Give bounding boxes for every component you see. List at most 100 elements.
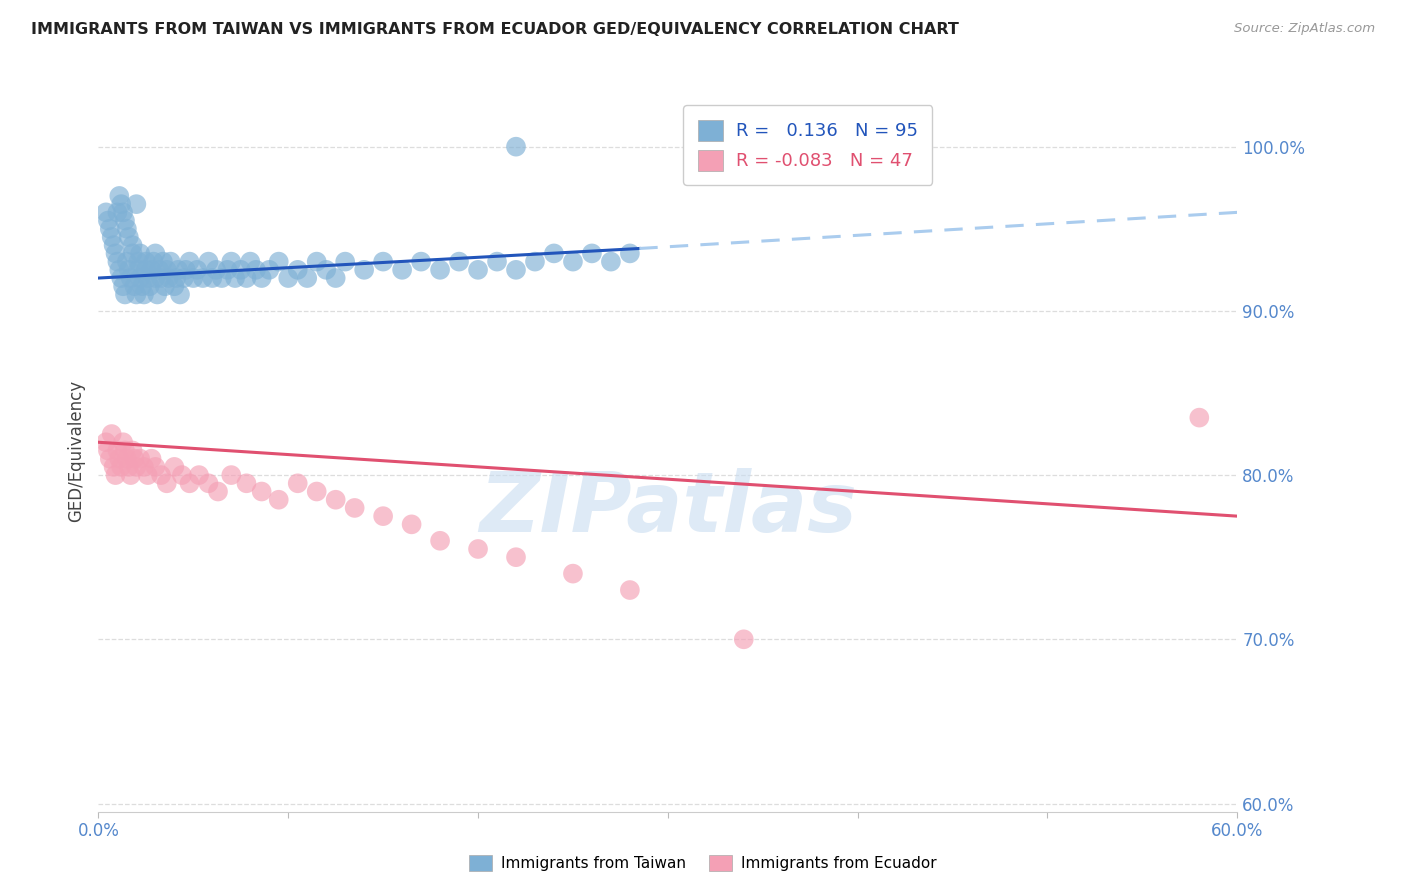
- Point: [343, 500, 366, 515]
- Point: [287, 262, 309, 277]
- Point: [224, 271, 246, 285]
- Point: [524, 254, 547, 268]
- Point: [277, 271, 299, 285]
- Point: [619, 582, 641, 597]
- Point: [211, 271, 233, 285]
- Point: [259, 262, 281, 277]
- Point: [543, 246, 565, 260]
- Point: [141, 451, 163, 466]
- Point: [163, 279, 186, 293]
- Point: [120, 468, 142, 483]
- Point: [129, 271, 152, 285]
- Point: [267, 492, 290, 507]
- Point: [170, 468, 193, 483]
- Point: [129, 246, 152, 260]
- Point: [100, 427, 122, 442]
- Point: [124, 279, 146, 293]
- Point: [104, 246, 127, 260]
- Point: [429, 262, 451, 277]
- Point: [245, 262, 267, 277]
- Point: [186, 262, 208, 277]
- Point: [505, 139, 527, 153]
- Point: [114, 443, 136, 458]
- Point: [132, 287, 155, 301]
- Point: [156, 262, 179, 277]
- Point: [305, 484, 328, 499]
- Point: [150, 271, 173, 285]
- Point: [107, 254, 129, 268]
- Point: [207, 484, 229, 499]
- Point: [169, 287, 191, 301]
- Point: [163, 459, 186, 474]
- Point: [201, 271, 224, 285]
- Point: [188, 468, 211, 483]
- Point: [146, 287, 169, 301]
- Point: [115, 254, 138, 268]
- Point: [391, 262, 413, 277]
- Point: [229, 262, 252, 277]
- Point: [142, 254, 165, 268]
- Point: [179, 254, 201, 268]
- Point: [120, 271, 142, 285]
- Point: [129, 451, 152, 466]
- Point: [112, 205, 135, 219]
- Point: [156, 476, 179, 491]
- Point: [157, 271, 180, 285]
- Point: [250, 271, 273, 285]
- Point: [165, 271, 187, 285]
- Point: [108, 262, 131, 277]
- Point: [108, 189, 131, 203]
- Point: [267, 254, 290, 268]
- Point: [411, 254, 433, 268]
- Point: [353, 262, 375, 277]
- Point: [315, 262, 337, 277]
- Point: [153, 279, 176, 293]
- Point: [562, 254, 585, 268]
- Point: [250, 484, 273, 499]
- Point: [121, 246, 143, 260]
- Point: [132, 459, 155, 474]
- Point: [167, 262, 190, 277]
- Point: [159, 254, 181, 268]
- Point: [145, 459, 167, 474]
- Point: [112, 435, 135, 450]
- Point: [148, 262, 170, 277]
- Point: [239, 254, 262, 268]
- Point: [138, 279, 160, 293]
- Point: [121, 443, 143, 458]
- Point: [135, 254, 157, 268]
- Legend: R =   0.136   N = 95, R = -0.083   N = 47: R = 0.136 N = 95, R = -0.083 N = 47: [683, 105, 932, 185]
- Point: [287, 476, 309, 491]
- Point: [562, 566, 585, 581]
- Point: [174, 262, 197, 277]
- Point: [401, 517, 423, 532]
- Legend: Immigrants from Taiwan, Immigrants from Ecuador: Immigrants from Taiwan, Immigrants from …: [463, 849, 943, 877]
- Point: [141, 262, 163, 277]
- Y-axis label: GED/Equivalency: GED/Equivalency: [67, 379, 86, 522]
- Point: [125, 197, 148, 211]
- Point: [98, 451, 121, 466]
- Point: [152, 254, 174, 268]
- Point: [135, 262, 157, 277]
- Point: [136, 468, 159, 483]
- Point: [115, 451, 138, 466]
- Point: [179, 476, 201, 491]
- Point: [191, 271, 214, 285]
- Point: [581, 246, 603, 260]
- Point: [429, 533, 451, 548]
- Point: [127, 262, 149, 277]
- Point: [449, 254, 471, 268]
- Point: [600, 254, 623, 268]
- Point: [325, 271, 347, 285]
- Point: [297, 271, 319, 285]
- Point: [505, 262, 527, 277]
- Point: [118, 262, 141, 277]
- Point: [221, 254, 243, 268]
- Point: [110, 197, 132, 211]
- Point: [110, 459, 132, 474]
- Point: [733, 632, 755, 647]
- Point: [371, 509, 394, 524]
- Point: [183, 271, 205, 285]
- Point: [118, 459, 141, 474]
- Point: [197, 254, 219, 268]
